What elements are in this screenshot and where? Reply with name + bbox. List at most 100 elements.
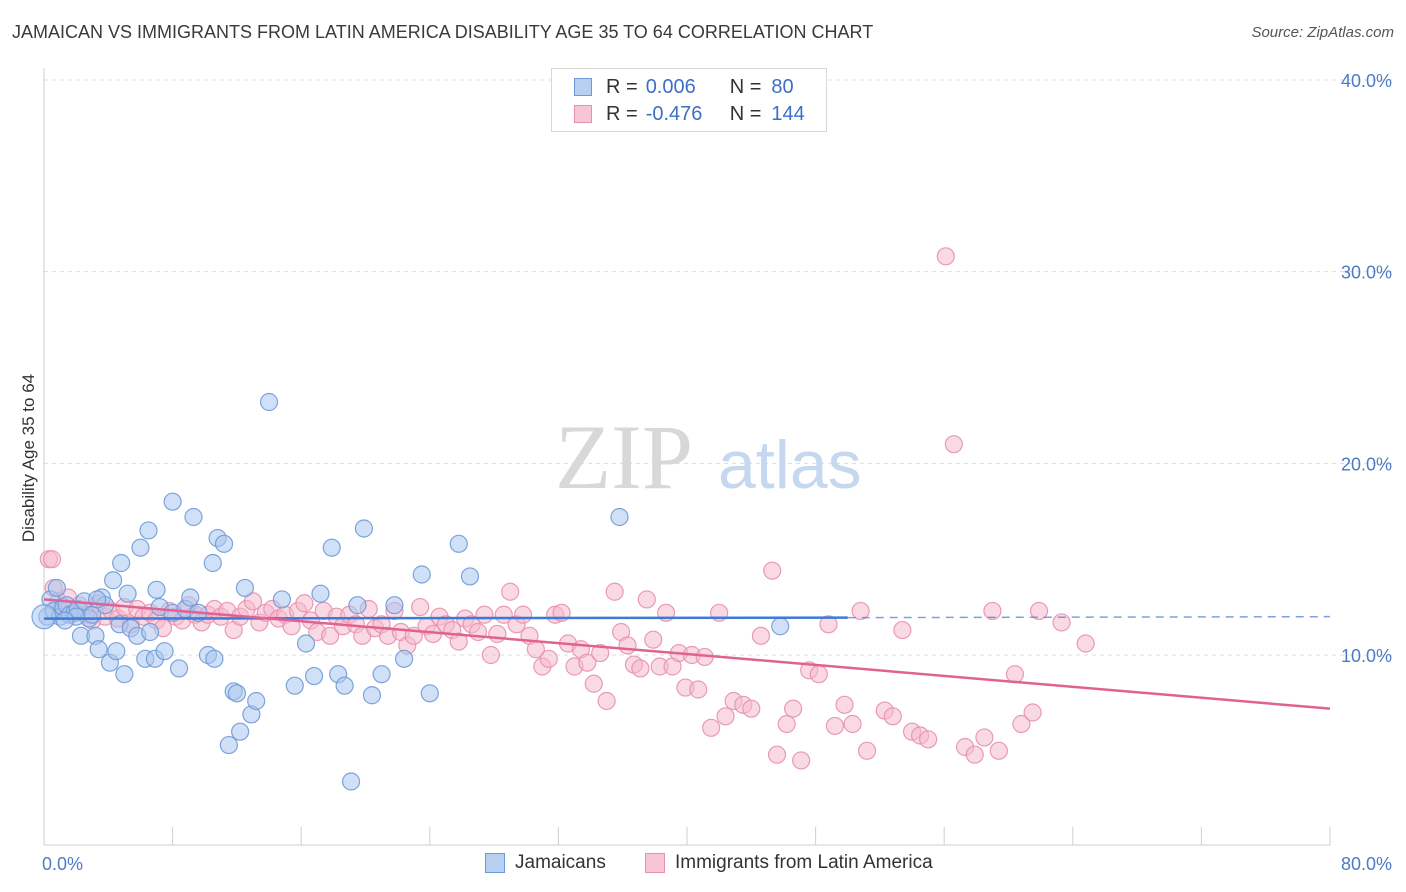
- latin-america-point: [644, 630, 663, 649]
- latin-america-point: [689, 680, 708, 699]
- jamaican-point: [420, 684, 439, 703]
- latin-america-point: [919, 730, 938, 749]
- jamaican-point: [362, 686, 382, 705]
- legend-item-jamaicans[interactable]: Jamaicans: [485, 852, 606, 874]
- latin-america-point: [851, 601, 870, 621]
- jamaican-point: [203, 553, 222, 573]
- jamaican-trend-extension: [847, 615, 1331, 619]
- blue-swatch-icon: [574, 78, 592, 96]
- jamaican-point: [231, 722, 250, 741]
- jamaican-point: [385, 596, 404, 615]
- blue-series: [31, 392, 790, 791]
- latin-america-point: [501, 582, 520, 601]
- jamaican-point: [348, 596, 367, 615]
- n-value: 144: [771, 102, 805, 125]
- latin-america-point: [539, 649, 558, 668]
- jamaican-point: [147, 580, 166, 599]
- r-value: -0.476: [645, 102, 703, 125]
- latin-america-point: [819, 615, 838, 634]
- latin-america-point: [835, 695, 854, 714]
- legend-row-latin-america: R = -0.476 N = 144: [574, 101, 805, 127]
- jamaican-point: [139, 521, 158, 540]
- series-legend: Jamaicans Immigrants from Latin America: [0, 852, 1406, 878]
- latin-america-point: [597, 691, 616, 711]
- pink-swatch-icon: [645, 853, 665, 873]
- legend-item-latin-america[interactable]: Immigrants from Latin America: [645, 852, 933, 874]
- latin-america-point: [584, 674, 603, 693]
- jamaican-point: [341, 772, 361, 791]
- latin-america-point: [975, 728, 994, 747]
- jamaican-point: [140, 622, 160, 642]
- jamaican-point: [285, 676, 304, 695]
- latin-america-point: [243, 592, 263, 611]
- jamaican-point: [31, 604, 57, 630]
- latin-america-point: [751, 626, 771, 645]
- latin-america-point: [637, 590, 656, 609]
- r-label: R =: [606, 102, 638, 125]
- latin-america-point: [1029, 601, 1049, 621]
- x-tick-label: 0.0%: [42, 854, 83, 874]
- jamaican-point: [118, 584, 137, 603]
- jamaican-point: [184, 507, 203, 527]
- r-label: R =: [606, 75, 638, 98]
- jamaican-point: [354, 519, 373, 538]
- latin-america-point: [809, 665, 828, 684]
- latin-america-point: [513, 605, 533, 624]
- jamaican-point: [115, 665, 134, 684]
- jamaican-point: [372, 665, 391, 684]
- latin-america-point: [411, 597, 430, 617]
- jamaican-point: [107, 642, 126, 661]
- jamaican-point: [55, 611, 74, 630]
- latin-america-point: [944, 435, 963, 454]
- latin-america-point: [321, 626, 340, 645]
- latin-america-point: [716, 707, 735, 726]
- jamaican-point: [322, 538, 341, 557]
- n-value: 80: [771, 75, 794, 98]
- latin-america-point: [475, 605, 494, 624]
- grid-lines: [44, 79, 1392, 656]
- latin-america-point: [893, 620, 912, 640]
- jamaican-point: [89, 640, 108, 659]
- latin-america-point: [1052, 613, 1071, 632]
- jamaican-point: [259, 392, 279, 412]
- latin-america-point: [783, 699, 803, 718]
- latin-america-point: [1012, 714, 1031, 734]
- latin-america-point: [42, 550, 62, 569]
- latin-america-point: [777, 714, 796, 734]
- jamaican-point: [235, 578, 255, 598]
- axes: [43, 68, 1331, 846]
- x-tick-label: 80.0%: [1341, 854, 1392, 874]
- jamaican-point: [214, 534, 234, 553]
- n-label: N =: [729, 75, 762, 98]
- latin-america-point: [936, 247, 955, 266]
- jamaican-point: [412, 565, 431, 584]
- y-tick-label: 20.0%: [1341, 454, 1392, 474]
- jamaican-point: [335, 676, 354, 695]
- legend-label-jamaicans: Jamaicans: [515, 852, 606, 873]
- watermark-zip: ZIP: [555, 406, 693, 508]
- legend-row-jamaicans: R = 0.006 N = 80: [574, 74, 794, 100]
- y-tick-label: 30.0%: [1341, 263, 1392, 283]
- stats-legend: R = 0.006 N = 80 R = -0.476 N = 144: [551, 68, 827, 132]
- jamaican-point: [205, 649, 224, 668]
- latin-america-point: [883, 707, 902, 726]
- r-value: 0.006: [645, 75, 696, 98]
- trend-lines: [43, 598, 1331, 710]
- y-axis-label: Disability Age 35 to 64: [19, 374, 38, 542]
- pink-swatch-icon: [574, 105, 592, 123]
- latin-america-point: [792, 751, 811, 770]
- latin-america-point: [1076, 634, 1095, 653]
- latin-america-point: [488, 624, 507, 644]
- jamaican-point: [311, 584, 330, 603]
- y-tick-label: 40.0%: [1341, 71, 1392, 91]
- chart-title: JAMAICAN VS IMMIGRANTS FROM LATIN AMERIC…: [12, 22, 874, 42]
- latin-america-point: [742, 699, 761, 718]
- latin-america-point: [989, 741, 1008, 760]
- watermark: ZIP atlas: [555, 406, 862, 508]
- latin-america-point: [983, 601, 1002, 621]
- latin-america-point: [857, 741, 877, 760]
- jamaican-point: [610, 507, 629, 527]
- blue-swatch-icon: [485, 853, 505, 873]
- jamaican-point: [47, 578, 66, 598]
